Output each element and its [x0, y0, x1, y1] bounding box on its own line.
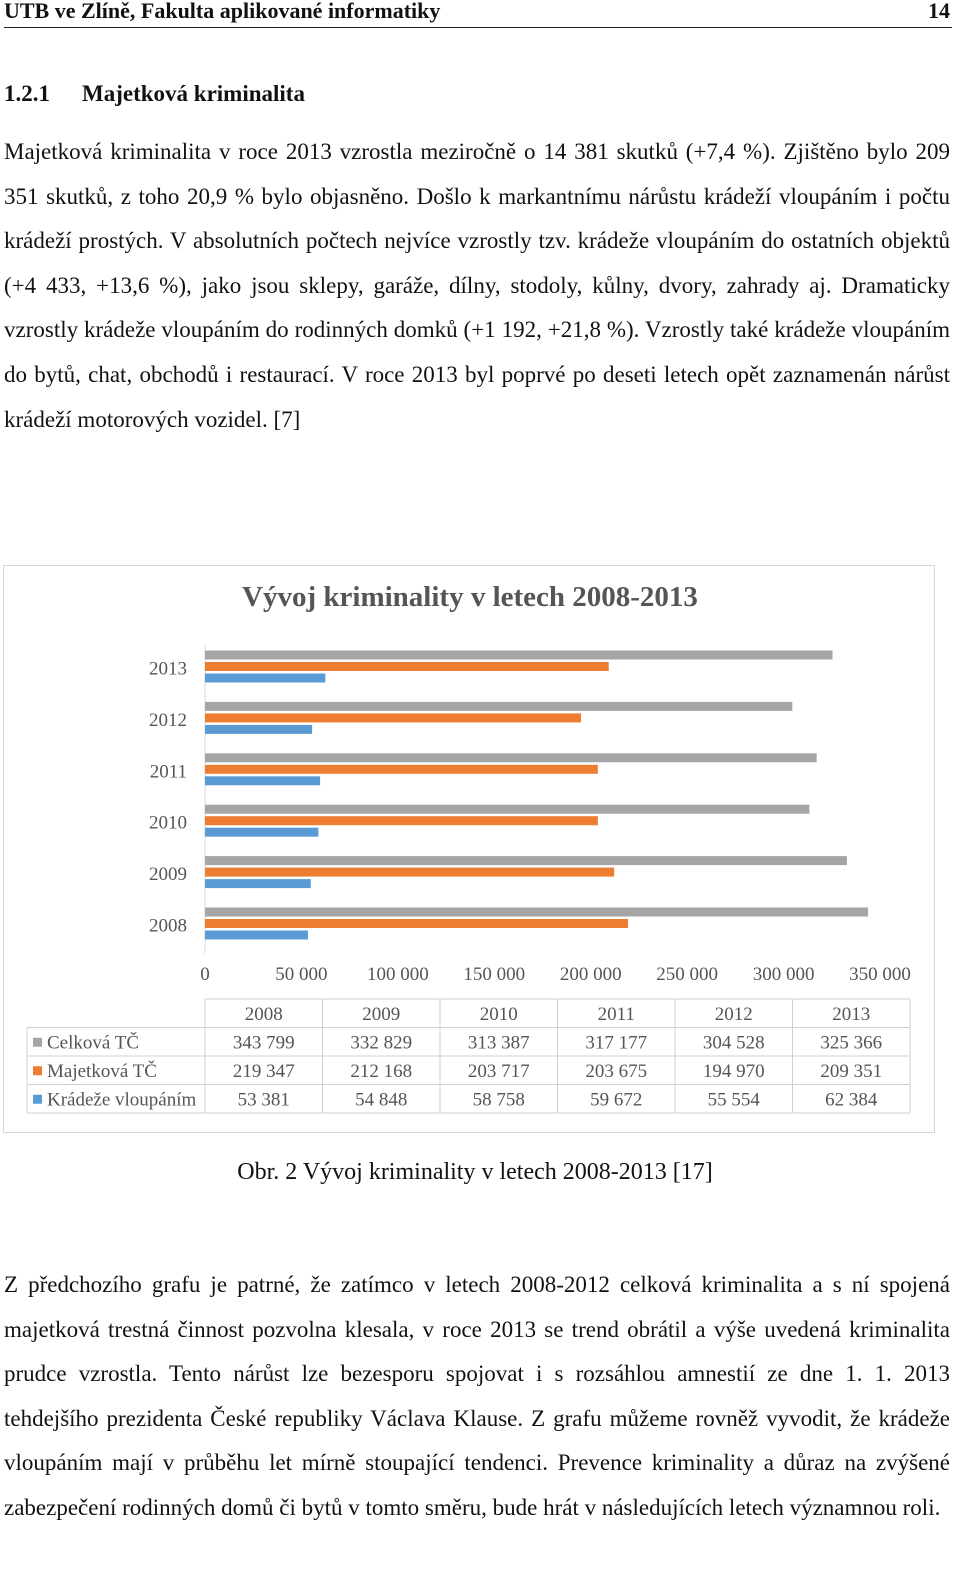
legend-label-3: Krádeže vloupáním — [47, 1090, 197, 1111]
legend-key-2 — [33, 1066, 42, 1076]
table-cell: 313 387 — [468, 1033, 530, 1054]
chart-title: Vývoj kriminality v letech 2008-2013 — [242, 581, 698, 613]
table-cell: 343 799 — [233, 1033, 295, 1054]
table-header-2013: 2013 — [832, 1004, 870, 1025]
table-cell: 59 672 — [590, 1090, 642, 1111]
table-cell: 54 848 — [355, 1090, 407, 1111]
bar-3-2011 — [205, 776, 321, 786]
table-cell: 219 347 — [233, 1061, 295, 1082]
y-tick-label-2011: 2011 — [150, 761, 187, 782]
table-cell: 62 384 — [825, 1090, 878, 1111]
bar-3-2012 — [205, 724, 313, 734]
bar-1-2010 — [205, 804, 810, 814]
section-number: 1.2.1 — [4, 81, 50, 106]
header-title: UTB ve Zlíně, Fakulta aplikované informa… — [4, 0, 441, 23]
table-header-2009: 2009 — [362, 1004, 400, 1025]
x-tick-label: 200 000 — [560, 964, 622, 985]
bar-3-2009 — [205, 879, 311, 889]
y-tick-label-2008: 2008 — [149, 916, 187, 937]
x-tick-label: 100 000 — [367, 964, 429, 985]
x-tick-label: 0 — [200, 964, 210, 985]
legend-key-3 — [33, 1094, 42, 1104]
section-heading: 1.2.1 Majetková kriminalita — [4, 81, 305, 107]
bar-1-2012 — [205, 701, 793, 711]
y-tick-label-2010: 2010 — [149, 813, 187, 834]
bar-3-2008 — [205, 930, 308, 940]
legend-key-1 — [33, 1037, 42, 1047]
table-header-2011: 2011 — [598, 1004, 635, 1025]
x-tick-label: 300 000 — [753, 964, 815, 985]
bar-2-2009 — [205, 867, 615, 877]
chart-svg: 2013 2012 2011 2010 2009 2008 0 50 000 100 000 15… — [26, 645, 911, 1114]
legend-label-2: Majetková TČ — [47, 1060, 157, 1082]
x-tick-label: 50 000 — [275, 964, 327, 985]
x-tick-label: 250 000 — [656, 964, 718, 985]
bar-1-2008 — [205, 907, 869, 917]
table-cell: 317 177 — [585, 1033, 647, 1054]
table-cell: 53 381 — [238, 1090, 290, 1111]
bar-2-2012 — [205, 713, 582, 723]
table-cell: 209 351 — [820, 1061, 882, 1082]
figure-caption: Obr. 2 Vývoj kriminality v letech 2008-2… — [237, 1159, 713, 1185]
y-tick-label-2013: 2013 — [149, 659, 187, 680]
page-header: UTB ve Zlíně, Fakulta aplikované informa… — [4, 0, 952, 28]
table-header-2008: 2008 — [245, 1004, 283, 1025]
table-cell: 203 717 — [468, 1061, 530, 1082]
bar-2-2010 — [205, 816, 598, 826]
table-cell: 58 758 — [473, 1090, 525, 1111]
bar-3-2013 — [205, 673, 326, 683]
bar-2-2013 — [205, 662, 609, 671]
table-header-2010: 2010 — [480, 1004, 518, 1025]
section-title: Majetková kriminalita — [82, 81, 305, 106]
x-tick-label: 150 000 — [463, 964, 525, 985]
paragraph-1: Majetková kriminalita v roce 2013 vzrost… — [4, 139, 950, 432]
chart-frame — [3, 565, 935, 1133]
bar-2-2008 — [205, 919, 629, 928]
legend-label-1: Celková TČ — [47, 1032, 139, 1054]
bar-1-2013 — [205, 650, 833, 660]
table-cell: 203 675 — [585, 1061, 647, 1082]
y-tick-label-2009: 2009 — [149, 864, 187, 885]
x-tick-label: 350 000 — [849, 964, 911, 985]
table-cell: 304 528 — [703, 1033, 765, 1054]
bar-2-2011 — [205, 764, 598, 774]
table-cell: 55 554 — [708, 1090, 761, 1111]
bar-1-2009 — [205, 856, 847, 866]
page-number: 14 — [928, 0, 950, 23]
table-cell: 194 970 — [703, 1061, 765, 1082]
bar-1-2011 — [205, 753, 817, 763]
table-cell: 212 168 — [350, 1061, 412, 1082]
table-header-2012: 2012 — [715, 1004, 753, 1025]
table-cell: 325 366 — [820, 1033, 882, 1054]
table-cell: 332 829 — [350, 1033, 412, 1054]
bar-3-2010 — [205, 827, 319, 837]
paragraph-2: Z předchozího grafu je patrné, že zatímc… — [4, 1272, 950, 1520]
y-tick-label-2012: 2012 — [149, 710, 187, 731]
